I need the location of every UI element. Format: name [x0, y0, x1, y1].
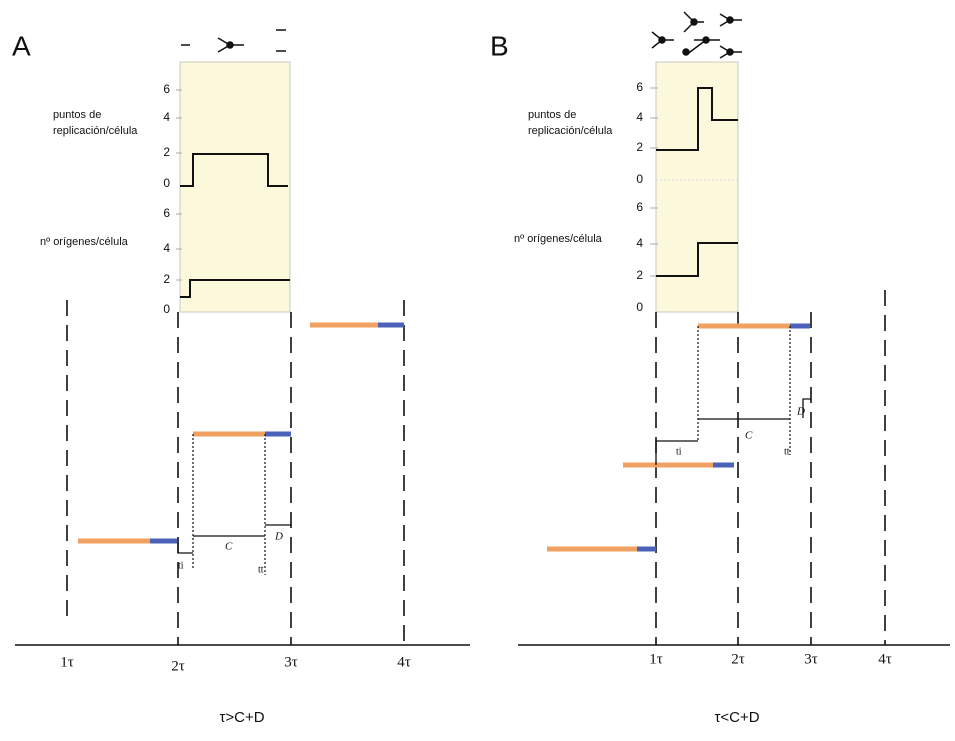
time-label: tt — [784, 446, 790, 457]
tick-label: 2 — [163, 272, 170, 286]
tick-label: 2 — [636, 268, 643, 282]
tick-label: 0 — [163, 302, 170, 316]
y-label: puntos de — [528, 109, 576, 121]
y-label: nº orígenes/célula — [514, 233, 603, 245]
x-tick-label: 4τ — [397, 654, 411, 670]
segment-label: D — [796, 406, 805, 418]
tick-label: 0 — [163, 176, 170, 190]
x-tick-label: 3τ — [284, 654, 298, 670]
tick-label: 4 — [636, 110, 643, 124]
tick-label: 6 — [163, 82, 170, 96]
tick-label: 4 — [163, 241, 170, 255]
time-label: ti — [676, 446, 682, 457]
y-label: nº orígenes/célula — [40, 236, 129, 248]
tick-label: 6 — [163, 206, 170, 220]
y-label: replicación/célula — [528, 125, 613, 137]
segment-label: C — [745, 430, 753, 442]
tick-label: 6 — [636, 200, 643, 214]
y-label: replicación/célula — [53, 125, 138, 137]
segment-label: C — [225, 541, 233, 553]
segment-label: D — [274, 531, 283, 543]
panel-label: B — [490, 30, 509, 61]
tick-label: 2 — [636, 140, 643, 154]
tick-label: 2 — [163, 145, 170, 159]
panel-b: B 6 4 2 0 6 4 2 0 puntos de replicación/… — [490, 11, 950, 726]
tick-label: 4 — [163, 110, 170, 124]
x-tick-label: 1τ — [60, 654, 74, 670]
time-label: tt — [258, 564, 264, 575]
x-tick-label: 1τ — [649, 651, 663, 667]
x-tick-label: 3τ — [804, 651, 818, 667]
tick-label: 4 — [636, 236, 643, 250]
tick-label: 6 — [636, 80, 643, 94]
tick-label: 0 — [636, 172, 643, 186]
x-tick-label: 2τ — [171, 658, 185, 674]
x-tick-label: 2τ — [731, 651, 745, 667]
time-label: ti — [178, 560, 184, 571]
condition: τ>C+D — [219, 709, 264, 726]
panel-label: A — [12, 30, 31, 61]
y-label: puntos de — [53, 109, 101, 121]
panel-a: A 6 4 2 0 6 4 2 0 puntos de replicación/… — [12, 29, 470, 726]
condition: τ<C+D — [714, 709, 759, 726]
x-tick-label: 4τ — [878, 651, 892, 667]
tick-label: 0 — [636, 300, 643, 314]
